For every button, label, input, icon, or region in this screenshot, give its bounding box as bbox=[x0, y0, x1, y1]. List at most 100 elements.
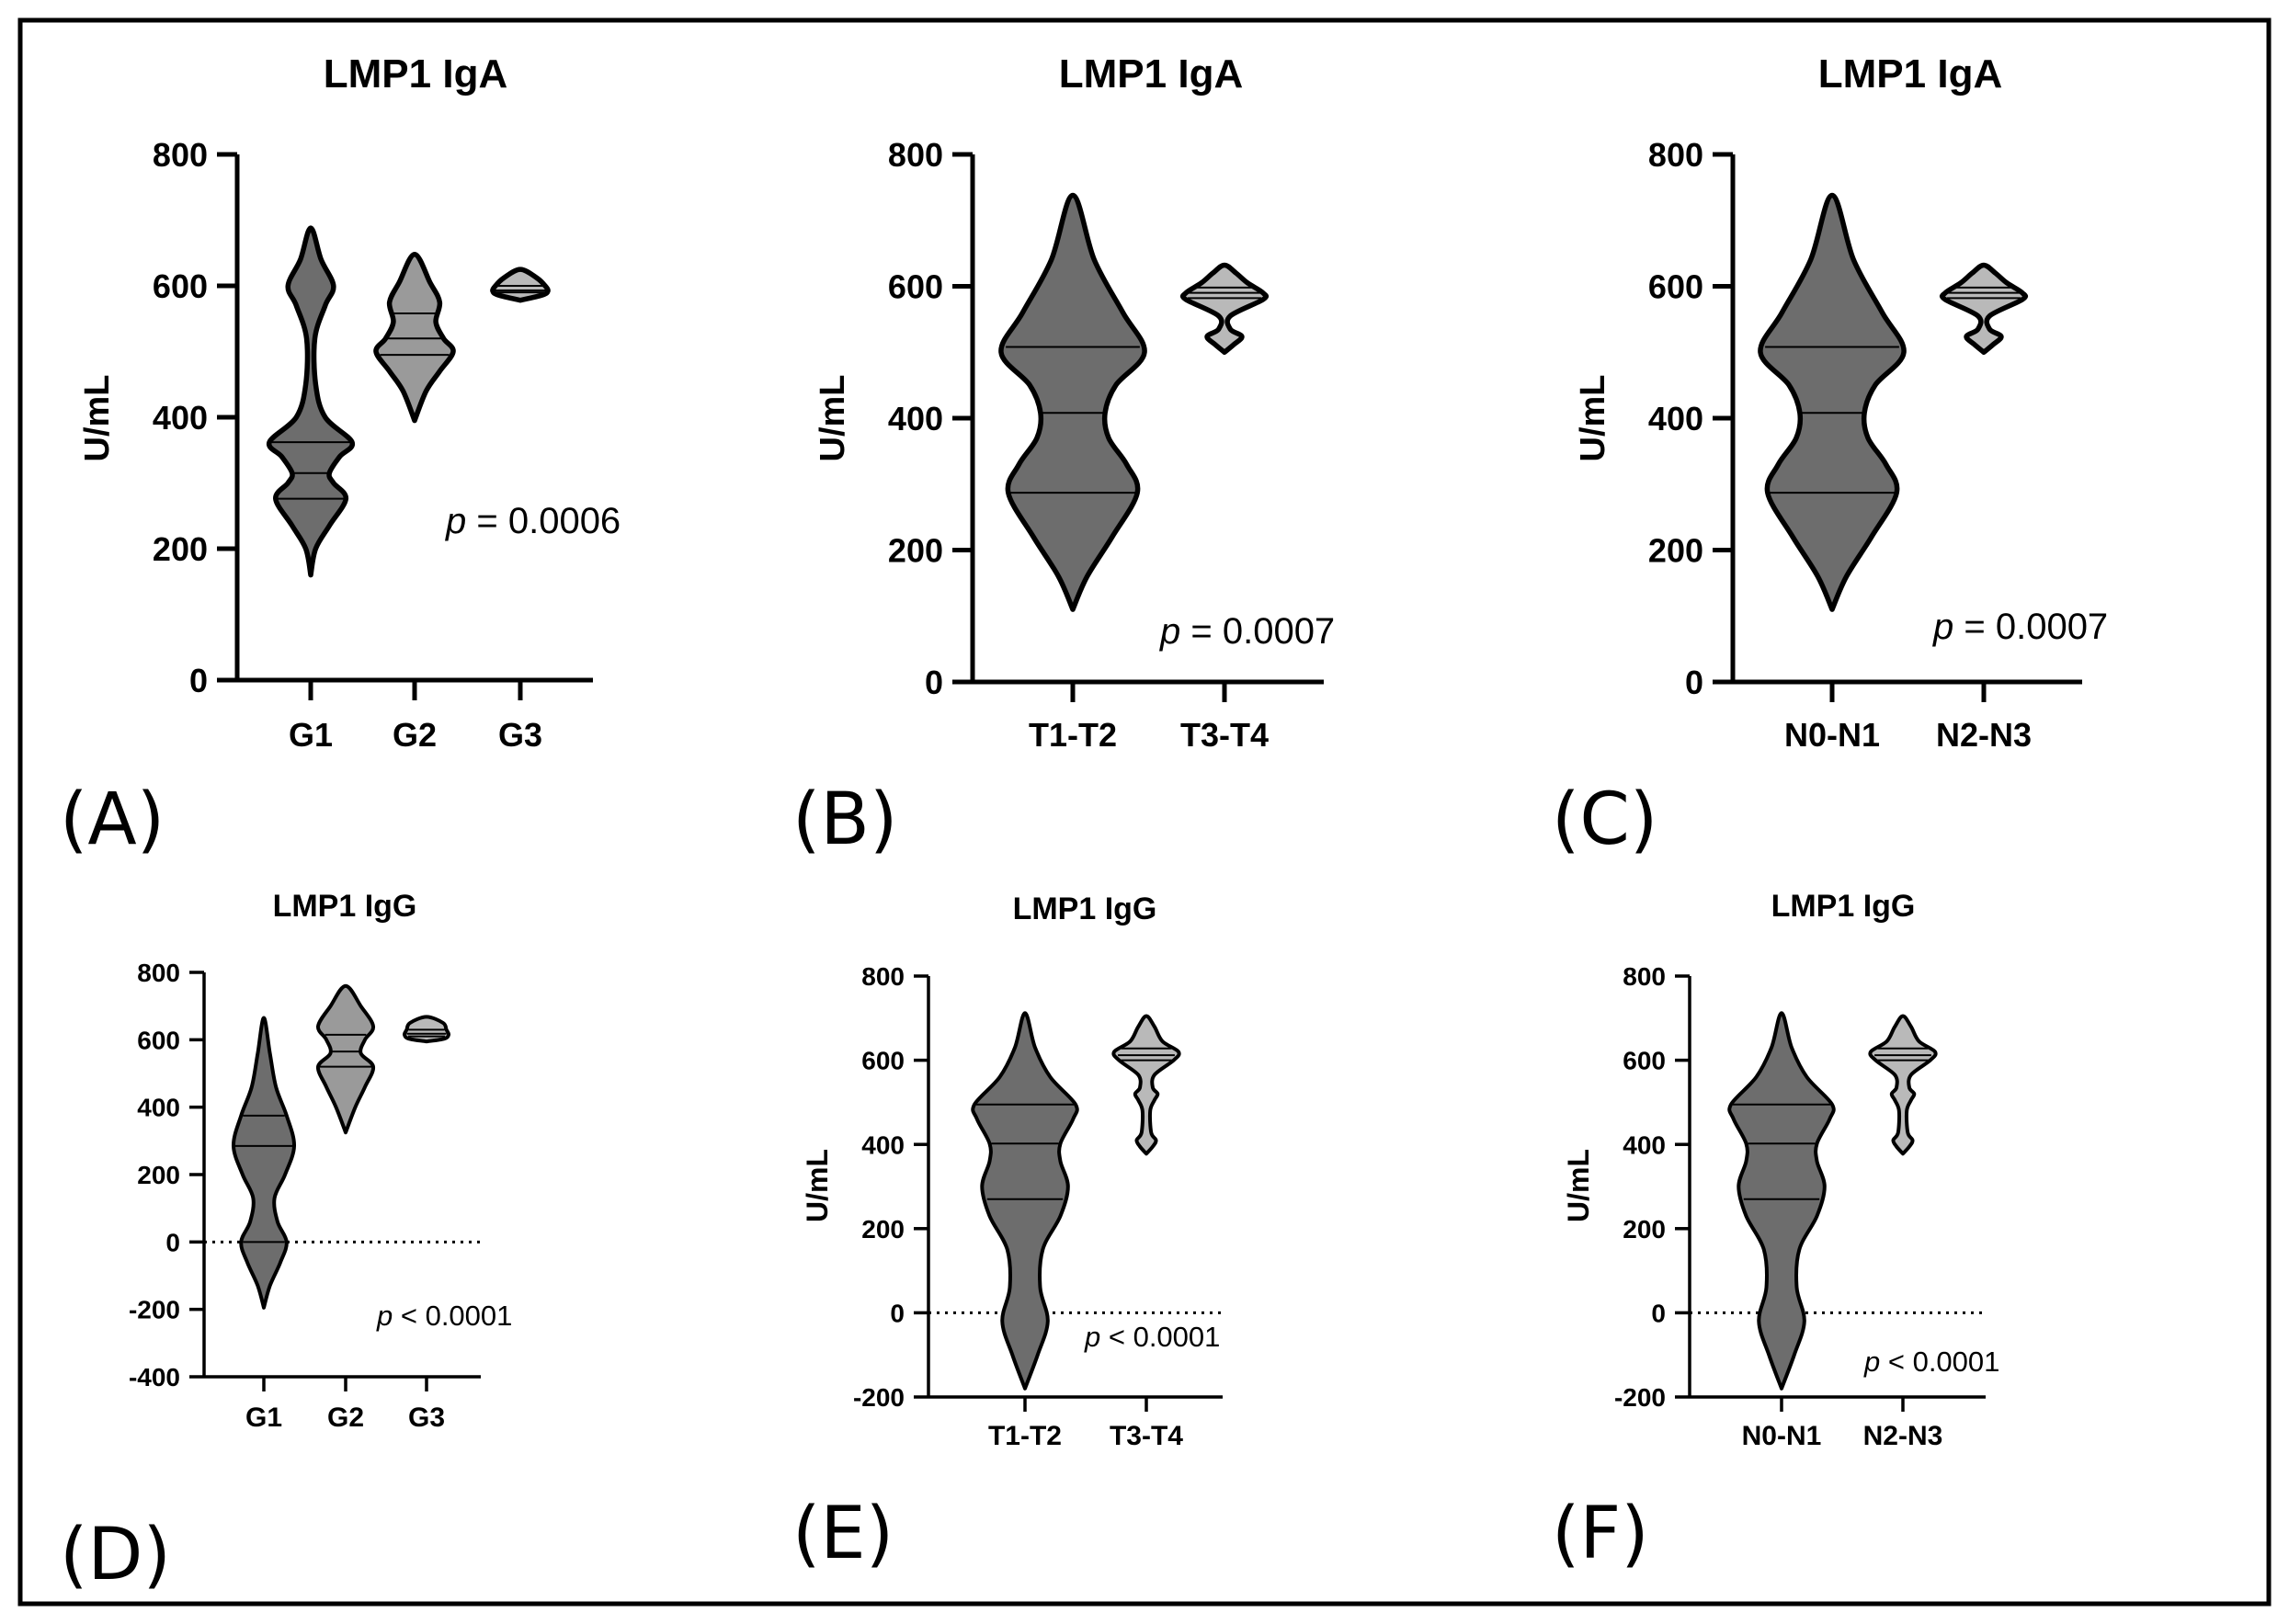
panel-letter: (C) bbox=[1552, 778, 1657, 861]
violin-t1-t2 bbox=[998, 192, 1147, 612]
p-value-annotation: p = 0.0007 bbox=[1159, 611, 1335, 652]
p-value-text: = 0.0007 bbox=[1953, 607, 2108, 647]
panel-letter: (B) bbox=[792, 778, 897, 861]
p-value-annotation: p < 0.0001 bbox=[1863, 1346, 1999, 1378]
x-tick-label: G3 bbox=[498, 716, 542, 754]
y-tick-label: 400 bbox=[888, 400, 943, 437]
y-tick-label: 200 bbox=[1648, 531, 1703, 569]
chart-title: LMP1 IgG bbox=[273, 889, 417, 924]
panel-letter: (E) bbox=[792, 1493, 894, 1575]
y-axis-label: U/mL bbox=[78, 375, 117, 462]
y-tick-label: 200 bbox=[153, 530, 208, 568]
y-tick-label: 800 bbox=[888, 136, 943, 174]
x-tick-label: G2 bbox=[393, 716, 437, 754]
x-tick-label: N2-N3 bbox=[1863, 1421, 1943, 1451]
y-tick-label: 800 bbox=[1623, 962, 1666, 991]
chart-title: LMP1 IgA bbox=[1059, 51, 1243, 97]
figure-frame bbox=[17, 17, 2272, 1607]
x-tick-label: T1-T2 bbox=[1029, 716, 1117, 754]
p-value-annotation: p = 0.0007 bbox=[1932, 607, 2108, 647]
p-symbol: p bbox=[376, 1300, 393, 1332]
y-tick-label: 400 bbox=[1648, 400, 1703, 437]
y-tick-label: 0 bbox=[1651, 1299, 1666, 1327]
y-tick-label: 800 bbox=[153, 136, 208, 174]
p-symbol: p bbox=[1863, 1346, 1880, 1378]
violin-g3 bbox=[490, 267, 551, 303]
violin-g2 bbox=[373, 251, 456, 424]
panel-f: LMP1 IgG -200 0 200 400 600 800 U/mL N0-N1 N2-N3 p… bbox=[1552, 889, 1999, 1575]
y-tick-label: 800 bbox=[1648, 136, 1703, 174]
p-value-annotation: p < 0.0001 bbox=[376, 1300, 512, 1332]
violin-t3-t4 bbox=[1111, 1014, 1181, 1156]
panels: LMP1 IgA 0 200 400 600 800 U/mL G1 G2 G3 p = 0.000… bbox=[60, 51, 2108, 1596]
y-tick-label: 0 bbox=[925, 664, 943, 701]
x-tick-label: T3-T4 bbox=[1180, 716, 1269, 754]
y-tick-label: -200 bbox=[1614, 1383, 1666, 1412]
p-value-text: < 0.0001 bbox=[1100, 1321, 1220, 1353]
p-value-annotation: p < 0.0001 bbox=[1084, 1321, 1220, 1353]
chart-title: LMP1 IgA bbox=[1818, 51, 2002, 97]
p-value-annotation: p = 0.0006 bbox=[445, 501, 621, 541]
x-tick-label: G2 bbox=[327, 1403, 364, 1433]
x-tick-label: N0-N1 bbox=[1742, 1421, 1822, 1451]
y-tick-label: 800 bbox=[137, 959, 180, 987]
x-tick-label: N0-N1 bbox=[1784, 716, 1880, 754]
x-tick-label: G1 bbox=[289, 716, 333, 754]
y-tick-label: 0 bbox=[890, 1299, 905, 1327]
violin-n0-n1 bbox=[1727, 1011, 1836, 1391]
p-value-text: = 0.0007 bbox=[1180, 611, 1335, 652]
p-value-text: < 0.0001 bbox=[1880, 1346, 1999, 1378]
panel-letter: (D) bbox=[60, 1514, 171, 1596]
chart-title: LMP1 IgA bbox=[324, 51, 507, 97]
y-axis-label: U/mL bbox=[801, 1149, 834, 1222]
y-axis-label: U/mL bbox=[1574, 375, 1612, 462]
y-tick-label: 600 bbox=[861, 1047, 905, 1075]
violin-g1 bbox=[266, 225, 356, 578]
violin-g2 bbox=[315, 983, 376, 1135]
chart-title: LMP1 IgG bbox=[1771, 889, 1916, 924]
violin-n2-n3 bbox=[1868, 1014, 1938, 1156]
p-symbol: p bbox=[1084, 1321, 1100, 1353]
panel-c: LMP1 IgA 0 200 400 600 800 U/mL N0-N1 N2-N3 p = 0… bbox=[1552, 51, 2108, 861]
panel-e: LMP1 IgG -200 0 200 400 600 800 U/mL T1-T2 T3-T4 p… bbox=[792, 891, 1223, 1575]
y-tick-label: 200 bbox=[137, 1161, 180, 1189]
x-tick-label: G3 bbox=[408, 1403, 445, 1433]
p-value-text: = 0.0006 bbox=[466, 501, 621, 541]
x-tick-label: T3-T4 bbox=[1110, 1421, 1183, 1451]
y-tick-label: 200 bbox=[861, 1215, 905, 1244]
y-tick-label: -200 bbox=[853, 1383, 905, 1412]
x-tick-label: T1-T2 bbox=[988, 1421, 1062, 1451]
chart-title: LMP1 IgG bbox=[1013, 891, 1157, 926]
panel-letter: (A) bbox=[60, 778, 165, 861]
y-tick-label: -400 bbox=[129, 1363, 180, 1391]
violin-n2-n3 bbox=[1939, 262, 2029, 356]
x-tick-label: N2-N3 bbox=[1936, 716, 2032, 754]
y-tick-label: 0 bbox=[1685, 664, 1703, 701]
p-value-text: < 0.0001 bbox=[393, 1300, 512, 1332]
violin-n0-n1 bbox=[1758, 192, 1907, 612]
y-tick-label: 600 bbox=[153, 267, 208, 305]
y-axis-label: U/mL bbox=[1562, 1149, 1595, 1222]
y-axis-label: U/mL bbox=[814, 375, 852, 462]
panel-d: LMP1 IgG -400 -200 0 200 400 600 800 G1 G2 G3 p < 0… bbox=[60, 889, 512, 1596]
y-tick-label: 400 bbox=[1623, 1130, 1666, 1159]
y-tick-label: 400 bbox=[153, 399, 208, 437]
y-tick-label: 200 bbox=[1623, 1215, 1666, 1244]
p-symbol: p bbox=[1932, 607, 1953, 647]
y-tick-label: 600 bbox=[1648, 267, 1703, 305]
y-tick-label: 600 bbox=[1623, 1047, 1666, 1075]
panel-b: LMP1 IgA 0 200 400 600 800 U/mL T1-T2 T3-T4 p = 0… bbox=[792, 51, 1335, 861]
y-tick-label: 600 bbox=[137, 1026, 180, 1054]
y-tick-label: 0 bbox=[165, 1228, 180, 1256]
p-symbol: p bbox=[1159, 611, 1180, 652]
p-symbol: p bbox=[445, 501, 466, 541]
y-tick-label: 400 bbox=[861, 1130, 905, 1159]
y-tick-label: 800 bbox=[861, 962, 905, 991]
x-tick-label: G1 bbox=[245, 1403, 282, 1433]
violin-g1 bbox=[231, 1016, 297, 1310]
y-tick-label: 0 bbox=[189, 662, 208, 699]
panel-a: LMP1 IgA 0 200 400 600 800 U/mL G1 G2 G3 p = 0.000… bbox=[60, 51, 621, 861]
violin-t3-t4 bbox=[1179, 262, 1270, 356]
panel-letter: (F) bbox=[1552, 1493, 1649, 1575]
